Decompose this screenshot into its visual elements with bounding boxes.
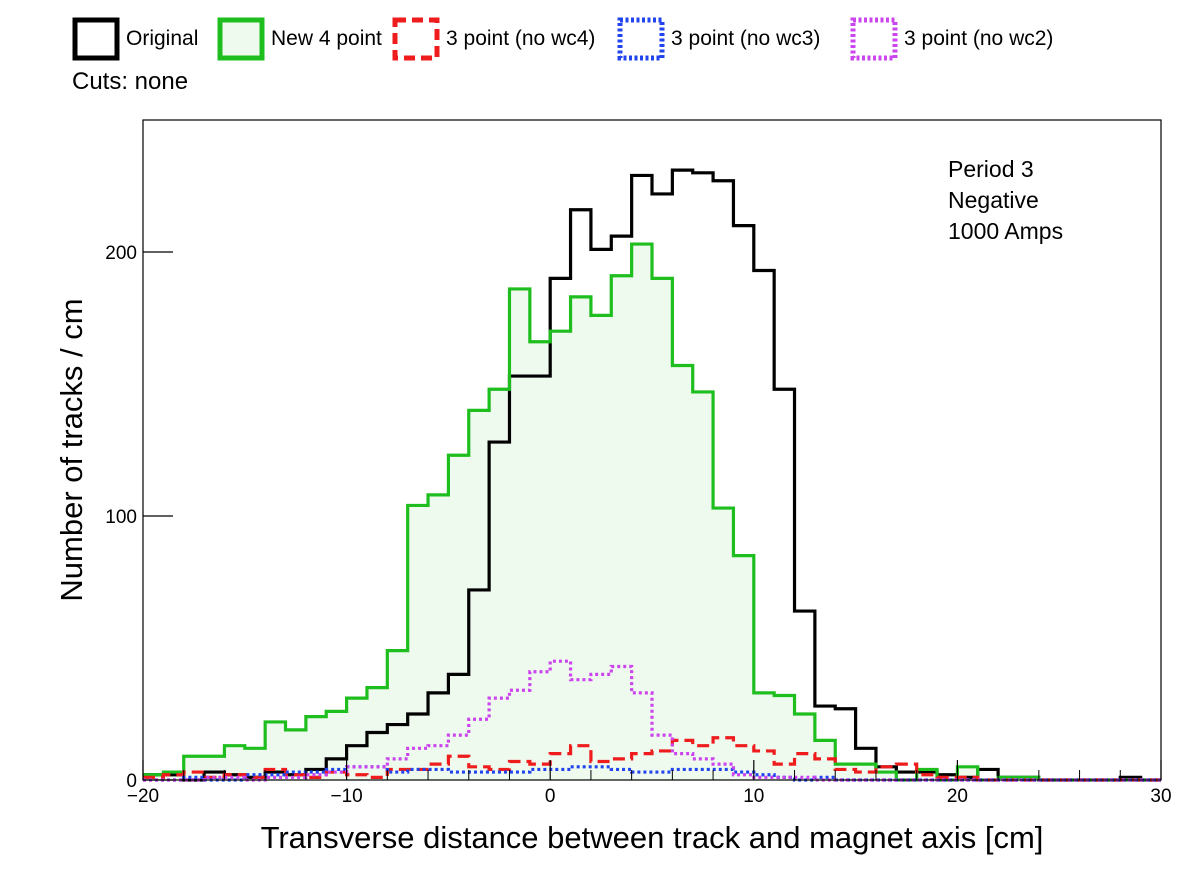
legend-item-3-point-no-wc2: 3 point (no wc2)	[848, 14, 1053, 64]
y-tick-label: 200	[105, 243, 137, 264]
x-tick-label: 20	[947, 786, 968, 807]
legend-swatch	[217, 17, 265, 61]
x-tick-label: 30	[1150, 786, 1171, 807]
x-axis-label: Transverse distance between track and ma…	[261, 820, 1044, 855]
legend-swatch	[72, 17, 120, 61]
annotation-line: Period 3	[948, 156, 1034, 182]
legend-item-original: Original	[70, 14, 198, 64]
legend-swatch	[392, 17, 440, 61]
legend-label: 3 point (no wc2)	[904, 27, 1054, 50]
legend-item-3-point-no-wc3: 3 point (no wc3)	[615, 14, 820, 64]
x-tick-label: −10	[330, 786, 362, 807]
plot-frame	[142, 119, 1162, 781]
legend-label: 3 point (no wc4)	[446, 27, 596, 50]
annotation-line: 1000 Amps	[948, 218, 1063, 244]
y-tick-label: 0	[126, 771, 137, 792]
legend-label: 3 point (no wc3)	[671, 27, 821, 50]
legend-swatch	[850, 17, 898, 61]
series-fill-new-4-point	[143, 244, 1161, 780]
cuts-label: Cuts: none	[72, 68, 189, 95]
x-tick-label: 0	[545, 786, 556, 807]
y-axis-label: Number of tracks / cm	[54, 298, 89, 601]
series-line-3-point-no-wc3	[143, 765, 1161, 782]
axes: −20 −10 0 10 20 30 0 100 200	[105, 243, 1171, 807]
legend-label: New 4 point	[271, 27, 382, 50]
legend-label: Original	[126, 27, 199, 50]
annotation: Period 3 Negative 1000 Amps	[948, 156, 1063, 244]
legend-item-new-4-point: New 4 point	[215, 14, 382, 64]
legend-item-3-point-no-wc4: 3 point (no wc4)	[390, 14, 595, 64]
y-tick-label: 100	[105, 507, 137, 528]
histogram-fills	[143, 244, 1161, 780]
legend: Original New 4 point 3 point (no wc4) 3 poi…	[70, 14, 1190, 64]
series-line-3-point-no-wc2	[143, 659, 1161, 782]
series-line-3-point-no-wc4	[143, 736, 1161, 782]
annotation-line: Negative	[948, 187, 1039, 213]
x-tick-label: −20	[127, 786, 159, 807]
x-tick-label: 10	[743, 786, 764, 807]
legend-swatch	[617, 17, 665, 61]
